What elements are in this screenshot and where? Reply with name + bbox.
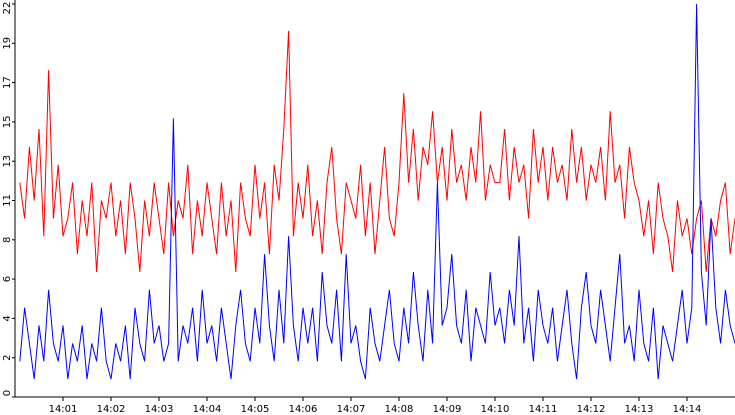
y-tick-label: 19	[2, 37, 13, 50]
y-tick-label: 15	[2, 116, 13, 129]
x-tick-label: 14:01	[49, 404, 78, 415]
x-tick-label: 14:02	[97, 404, 126, 415]
series-line	[19, 3, 735, 380]
y-tick-label: 17	[2, 76, 13, 89]
y-tick-label: 8	[2, 237, 13, 243]
series-line	[19, 30, 735, 273]
x-tick-label: 14:13	[625, 404, 654, 415]
x-tick-label: 14:07	[337, 404, 366, 415]
x-tick-label: 14:11	[529, 404, 558, 415]
x-tick-label: 14:03	[145, 404, 174, 415]
x-tick-label: 14:06	[289, 404, 318, 415]
x-tick-label: 14:10	[481, 404, 510, 415]
y-tick-label: 22	[2, 2, 13, 15]
y-tick-label: 4	[2, 315, 13, 321]
y-tick-label: 11	[2, 194, 13, 207]
y-tick-label: 0	[2, 390, 13, 396]
y-tick-label: 2	[2, 355, 13, 361]
x-tick-label: 14:08	[385, 404, 414, 415]
x-tick-label: 14:04	[193, 404, 222, 415]
y-tick-label: 6	[2, 276, 13, 282]
x-tick-label: 14:12	[577, 404, 606, 415]
y-tick-label: 13	[2, 155, 13, 168]
x-tick-label: 14:14	[673, 404, 702, 415]
x-tick-label: 14:05	[241, 404, 270, 415]
x-tick-label: 14:09	[433, 404, 462, 415]
